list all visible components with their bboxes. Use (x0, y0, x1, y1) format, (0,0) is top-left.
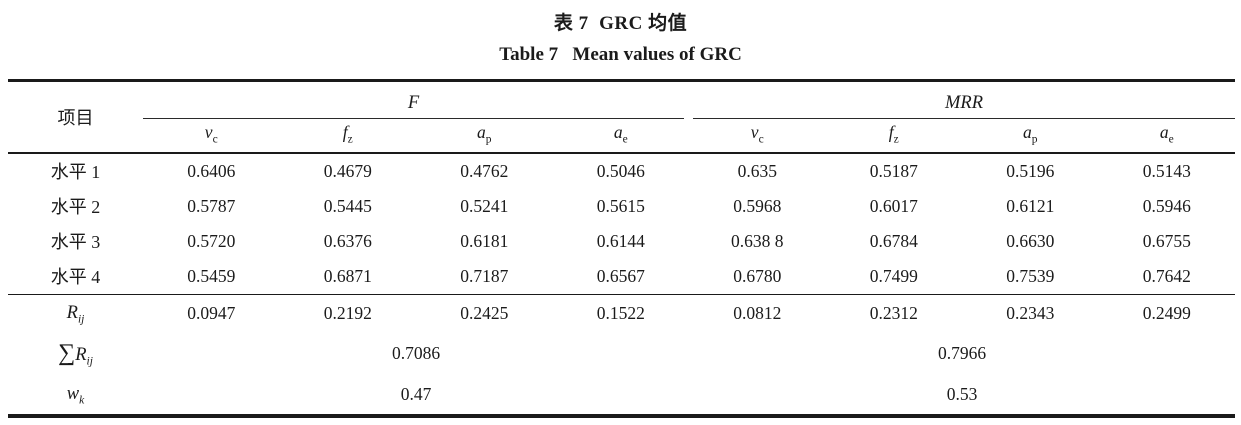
value-cell: 0.7642 (1142, 265, 1191, 286)
col-header-f-ap: ap (416, 118, 553, 154)
wk-mrr-value: 0.53 (946, 383, 978, 404)
group-label-mrr: MRR (693, 87, 1235, 119)
row-label: 水平 1 (50, 162, 101, 182)
row-label: 水平 2 (50, 197, 101, 217)
sum-rij-f-value: 0.7086 (391, 342, 441, 363)
group-header-mrr: MRR (689, 81, 1235, 119)
table-row-level-3: 水平 3 0.5720 0.6376 0.6181 0.6144 0.638 8… (8, 224, 1235, 259)
value-cell: 0.6376 (323, 230, 372, 251)
value-cell: 0.5187 (869, 160, 918, 181)
value-cell: 0.2425 (416, 293, 553, 332)
value-cell: 0.5720 (187, 230, 236, 251)
value-cell: 0.2312 (825, 293, 962, 332)
col-header-item: 项目 (8, 80, 143, 154)
value-cell: 0.5445 (323, 195, 372, 216)
col-header-f-ae: ae (552, 118, 689, 154)
sum-rij-mrr-value: 0.7966 (937, 342, 987, 363)
table-row-level-2: 水平 2 0.5787 0.5445 0.5241 0.5615 0.5968 … (8, 189, 1235, 224)
value-cell: 0.7187 (460, 265, 509, 286)
value-cell: 0.5196 (1006, 160, 1055, 181)
value-cell: 0.2499 (1098, 293, 1235, 332)
value-cell: 0.7539 (1006, 265, 1055, 286)
value-cell: 0.4762 (460, 160, 509, 181)
value-cell: 0.1522 (552, 293, 689, 332)
row-label-sum-rij: ∑Rij (58, 339, 93, 367)
table-row-rij: Rij 0.0947 0.2192 0.2425 0.1522 0.0812 0… (8, 293, 1235, 332)
value-cell: 0.2343 (962, 293, 1099, 332)
group-label-f: F (143, 87, 684, 119)
value-cell: 0.6755 (1142, 230, 1191, 251)
value-cell: 0.635 (737, 160, 777, 181)
group-header-f: F (143, 81, 689, 119)
sigma-symbol: ∑ (58, 339, 76, 366)
col-header-mrr-vc: vc (689, 118, 826, 154)
sub-header-row: vc fz ap ae vc fz ap ae (8, 118, 1235, 154)
table-row-level-1: 水平 1 0.6406 0.4679 0.4762 0.5046 0.635 0… (8, 153, 1235, 189)
row-label: 水平 4 (50, 267, 101, 287)
col-header-f-vc: vc (143, 118, 280, 154)
col-header-f-fz: fz (279, 118, 416, 154)
value-cell: 0.6406 (187, 160, 236, 181)
value-cell: 0.6780 (733, 265, 782, 286)
value-cell: 0.0812 (689, 293, 826, 332)
table-row-level-4: 水平 4 0.5459 0.6871 0.7187 0.6567 0.6780 … (8, 259, 1235, 295)
value-cell: 0.6181 (460, 230, 509, 251)
group-header-row: 项目 F MRR (8, 80, 1235, 154)
grc-mean-values-table: 项目 F MRR vc fz ap ae vc fz ap ae 水 (8, 79, 1235, 418)
value-cell: 0.5615 (596, 195, 645, 216)
wk-f-value: 0.47 (400, 383, 432, 404)
value-cell: 0.6567 (596, 265, 645, 286)
row-label-wk: wk (66, 384, 85, 407)
value-cell: 0.0947 (143, 293, 280, 332)
table-title-zh: 表 7 GRC 均值 (553, 13, 688, 34)
value-cell: 0.7499 (869, 265, 918, 286)
table-title-en: Table 7 Mean values of GRC (499, 44, 742, 65)
value-cell: 0.6017 (869, 195, 918, 216)
value-cell: 0.6144 (596, 230, 645, 251)
value-cell: 0.2192 (279, 293, 416, 332)
col-header-mrr-ap: ap (962, 118, 1099, 154)
value-cell: 0.5143 (1142, 160, 1191, 181)
value-cell: 0.5459 (187, 265, 236, 286)
value-cell: 0.4679 (323, 160, 372, 181)
row-label: 水平 3 (50, 232, 101, 252)
col-header-mrr-fz: fz (825, 118, 962, 154)
col-header-mrr-ae: ae (1098, 118, 1235, 154)
value-cell: 0.5046 (596, 160, 645, 181)
table-row-wk: wk 0.47 0.53 (8, 375, 1235, 416)
value-cell: 0.5968 (733, 195, 782, 216)
value-cell: 0.638 8 (731, 230, 784, 251)
table-row-sum-rij: ∑Rij 0.7086 0.7966 (8, 332, 1235, 375)
row-label-rij: Rij (8, 293, 143, 332)
value-cell: 0.5787 (187, 195, 236, 216)
value-cell: 0.6871 (323, 265, 372, 286)
value-cell: 0.6784 (869, 230, 918, 251)
value-cell: 0.6630 (1006, 230, 1055, 251)
value-cell: 0.5946 (1142, 195, 1191, 216)
value-cell: 0.6121 (1006, 195, 1055, 216)
value-cell: 0.5241 (460, 195, 509, 216)
